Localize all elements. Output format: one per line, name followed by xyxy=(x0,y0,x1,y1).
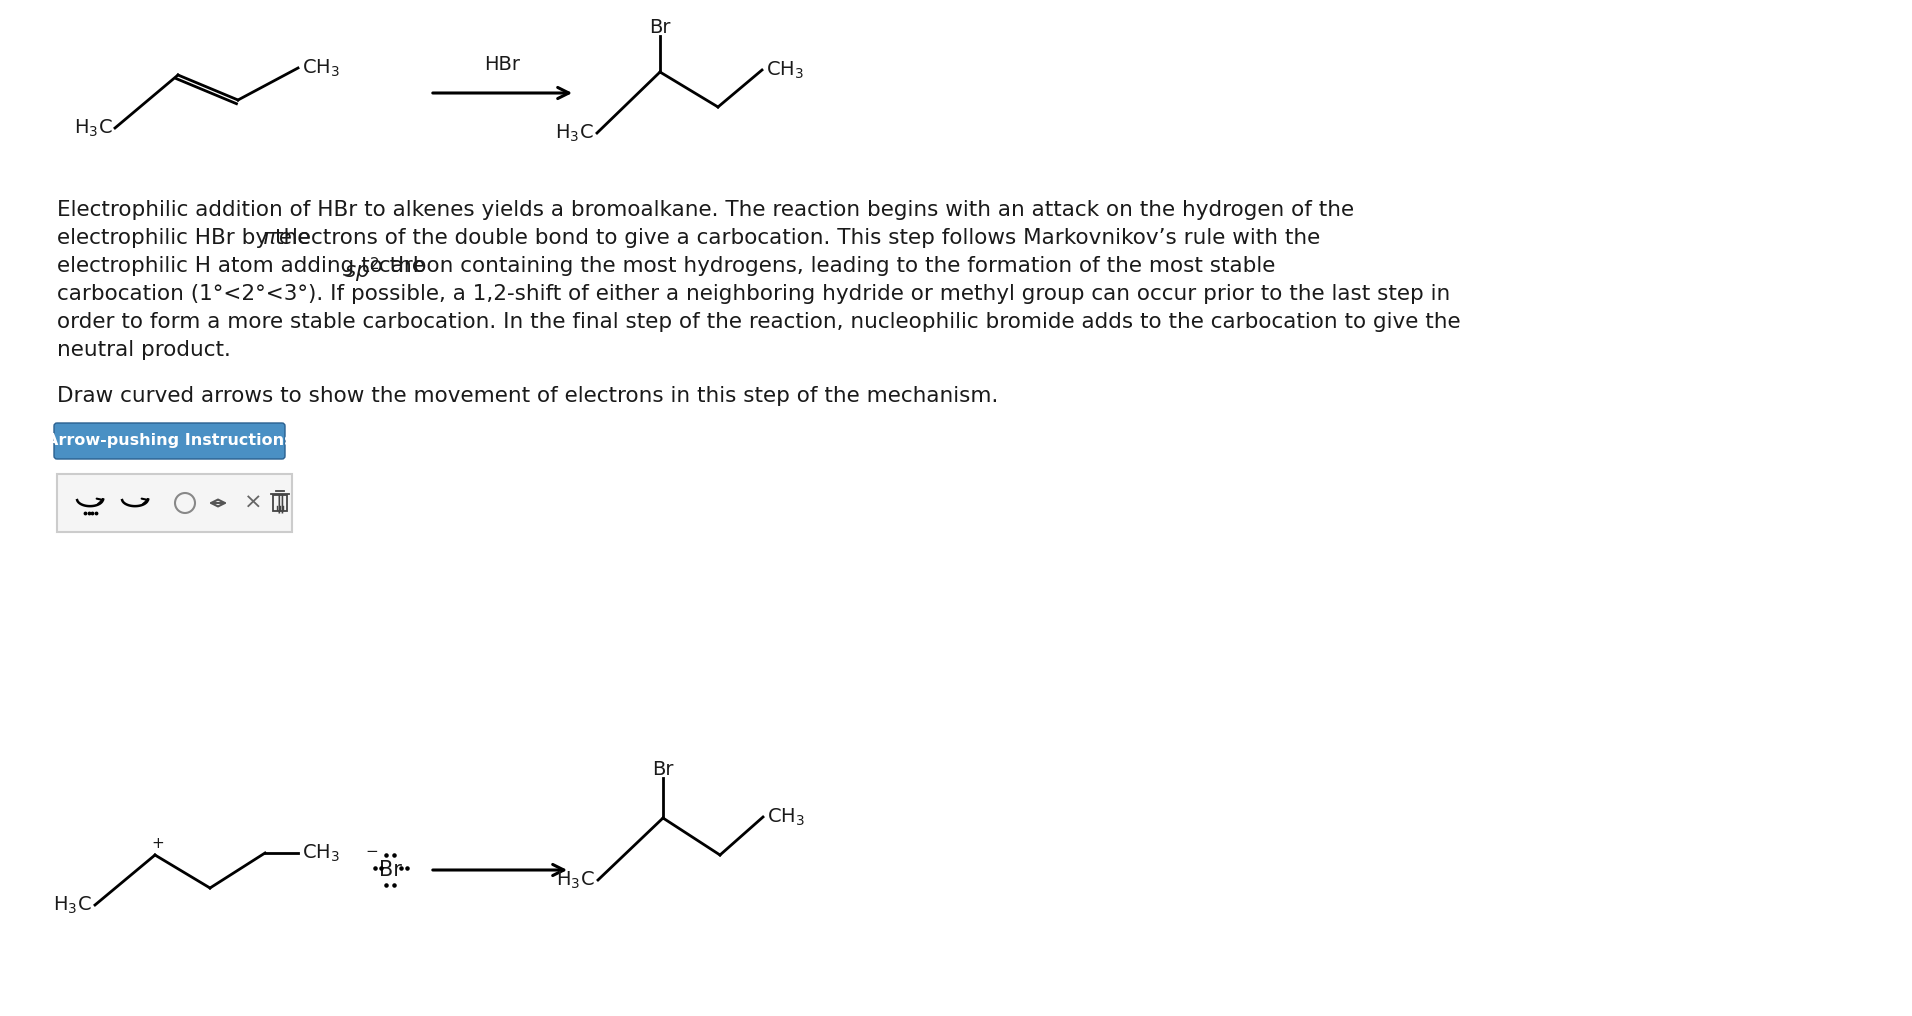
Text: ×: × xyxy=(243,493,262,513)
Text: Arrow-pushing Instructions: Arrow-pushing Instructions xyxy=(46,434,293,448)
Text: H$_3$C: H$_3$C xyxy=(556,870,595,891)
Text: H$_3$C: H$_3$C xyxy=(54,894,92,915)
Text: neutral product.: neutral product. xyxy=(57,340,231,360)
Bar xyxy=(273,495,287,511)
Text: Br: Br xyxy=(652,760,673,779)
Text: electrons of the double bond to give a carbocation. This step follows Markovniko: electrons of the double bond to give a c… xyxy=(272,228,1321,248)
Text: Br: Br xyxy=(650,18,671,37)
Text: H$_3$C: H$_3$C xyxy=(75,118,113,138)
Text: +: + xyxy=(151,835,164,850)
Text: ‖: ‖ xyxy=(275,493,285,513)
Bar xyxy=(57,474,293,532)
Text: CH$_3$: CH$_3$ xyxy=(302,57,340,78)
Text: order to form a more stable carbocation. In the final step of the reaction, nucl: order to form a more stable carbocation.… xyxy=(57,312,1461,332)
Text: Electrophilic addition of HBr to alkenes yields a bromoalkane. The reaction begi: Electrophilic addition of HBr to alkenes… xyxy=(57,200,1354,220)
FancyBboxPatch shape xyxy=(54,423,285,459)
Text: $sp^2$: $sp^2$ xyxy=(344,256,380,285)
Text: −: − xyxy=(365,844,379,860)
Text: carbon containing the most hydrogens, leading to the formation of the most stabl: carbon containing the most hydrogens, le… xyxy=(373,256,1275,276)
Text: CH$_3$: CH$_3$ xyxy=(767,59,805,80)
Text: CH$_3$: CH$_3$ xyxy=(767,807,805,828)
Text: carbocation (1°<2°<3°). If possible, a 1,2-shift of either a neighboring hydride: carbocation (1°<2°<3°). If possible, a 1… xyxy=(57,284,1449,304)
Text: electrophilic HBr by the: electrophilic HBr by the xyxy=(57,228,317,248)
Text: H$_3$C: H$_3$C xyxy=(554,122,595,143)
Text: CH$_3$: CH$_3$ xyxy=(302,842,340,864)
Text: Br: Br xyxy=(379,860,402,880)
Text: HBr: HBr xyxy=(484,56,520,74)
Text: $\pi$: $\pi$ xyxy=(262,228,277,248)
Text: electrophilic H atom adding to the: electrophilic H atom adding to the xyxy=(57,256,432,276)
Text: Draw curved arrows to show the movement of electrons in this step of the mechani: Draw curved arrows to show the movement … xyxy=(57,386,998,406)
